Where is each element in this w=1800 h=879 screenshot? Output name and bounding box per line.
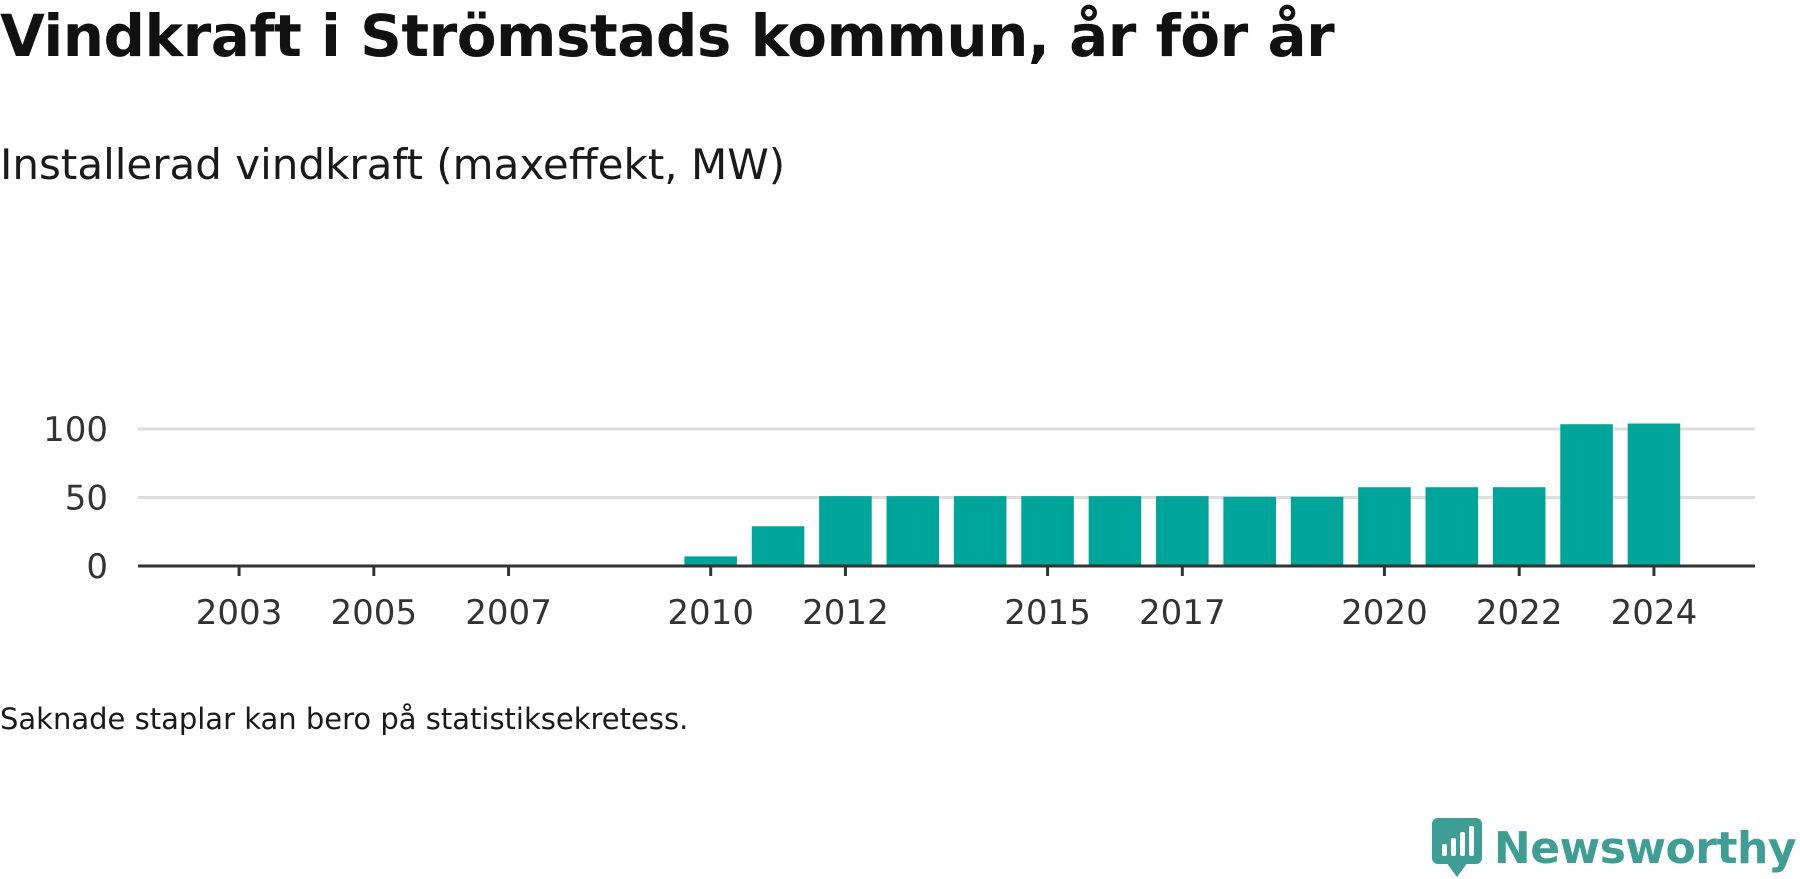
y-tick-label: 50: [65, 479, 108, 519]
x-tick-label: 2007: [465, 593, 552, 633]
bar-2011: [751, 526, 805, 566]
x-tick-label: 2003: [196, 593, 283, 633]
brand-logo: Newsworthy: [1431, 818, 1797, 878]
chart-title: Vindkraft i Strömstads kommun, år för år: [0, 2, 1335, 70]
bar-2014: [953, 496, 1007, 566]
x-tick-label: 2015: [1004, 593, 1091, 633]
x-tick-label: 2005: [331, 593, 418, 633]
bar-2017: [1156, 496, 1209, 566]
bar-chart: 0 50 100 2003 2005 2007 2010 2012 2015 2017 2020 20…: [43, 410, 1755, 633]
bar-2019: [1290, 496, 1344, 566]
x-tick-label: 2010: [667, 593, 754, 633]
bar-2024: [1627, 423, 1681, 566]
newsworthy-logo-icon: [1431, 818, 1482, 877]
bar-2023: [1560, 424, 1613, 566]
x-tick-label: 2012: [802, 593, 889, 633]
brand-name: Newsworthy: [1493, 822, 1797, 874]
bar-2018: [1223, 496, 1276, 566]
bar-2020: [1358, 487, 1411, 566]
bar-2016: [1088, 496, 1142, 566]
footnote: Saknade staplar kan bero på statistiksek…: [0, 702, 689, 736]
bar-2013: [886, 496, 940, 566]
bar-2012: [819, 496, 872, 566]
bar-2015: [1021, 496, 1074, 566]
bar-2022: [1492, 487, 1546, 566]
x-tick-label: 2024: [1611, 593, 1698, 633]
y-tick-label: 100: [43, 410, 108, 450]
chart-subtitle: Installerad vindkraft (maxeffekt, MW): [0, 140, 786, 189]
bar-2021: [1425, 487, 1479, 566]
x-tick-label: 2022: [1476, 593, 1563, 633]
x-tick-label: 2020: [1341, 593, 1428, 633]
x-tick-label: 2017: [1139, 593, 1226, 633]
y-tick-label: 0: [86, 547, 108, 587]
bar-2010: [684, 556, 737, 566]
